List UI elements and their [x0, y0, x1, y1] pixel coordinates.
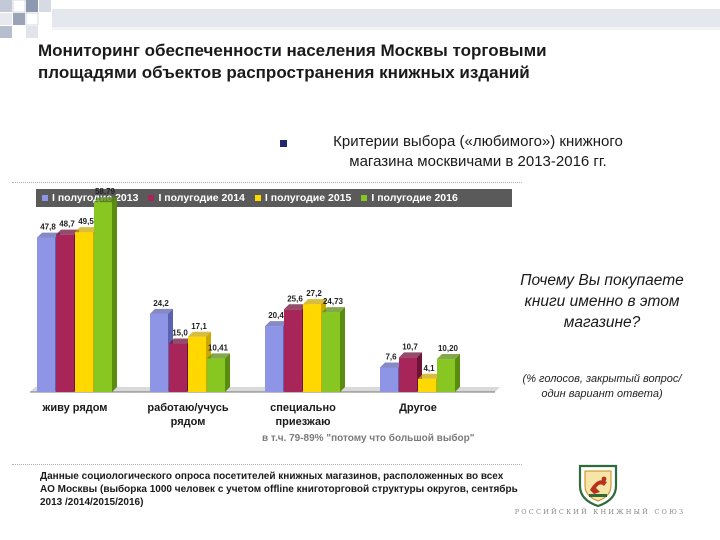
data-label: 20,4 [268, 311, 284, 320]
legend-swatch [42, 195, 48, 201]
bar-top [188, 331, 211, 337]
bar-chart: 47,8 48,7 49,5 58,79 живу рядом 24,2 15,017,1 1… [30, 187, 500, 444]
bar [94, 197, 117, 392]
data-label: 4,1 [423, 364, 435, 373]
bar-top [94, 197, 117, 203]
legend-label: I полугодие 2014 [158, 192, 245, 204]
bar-top [75, 227, 98, 233]
divider-bottom [12, 464, 522, 465]
data-label: 27,2 [306, 289, 322, 298]
bar-front [75, 232, 93, 392]
bar-side [225, 353, 230, 392]
bar-top [37, 232, 60, 238]
legend-item: I полугодие 2014 [148, 192, 245, 204]
bar-side [112, 197, 117, 392]
data-label: 15,0 [172, 329, 188, 338]
bar-front [169, 343, 187, 392]
bar-front [399, 357, 417, 392]
data-label: 49,5 [78, 217, 94, 226]
data-label: 24,2 [153, 299, 169, 308]
category-label: приезжаю [275, 416, 330, 428]
bar-side [455, 354, 460, 392]
logo-caption: РОССИЙСКИЙ КНИЖНЫЙ СОЮЗ [514, 508, 686, 516]
book-union-logo-icon [578, 464, 618, 508]
bar-front [37, 237, 55, 392]
bullet-icon [280, 140, 287, 147]
data-label: 47,8 [40, 223, 56, 232]
bar-front [418, 378, 436, 392]
data-label: 17,1 [191, 322, 207, 331]
bar-top [56, 229, 79, 235]
category-label: работаю/учусь [147, 402, 228, 414]
source-note: Данные социологического опроса посетител… [40, 471, 518, 508]
header-decoration [0, 0, 720, 38]
bar [399, 352, 422, 392]
bar-front [437, 359, 455, 392]
bar-top [303, 299, 326, 305]
bar-top [399, 352, 422, 358]
bar-top [418, 373, 441, 379]
title-line-2: площадями объектов распространения книжн… [38, 63, 530, 82]
bar [322, 307, 345, 392]
title-line-1: Мониторинг обеспеченности населения Моск… [38, 41, 547, 60]
category-label: рядом [171, 416, 206, 428]
bar-front [380, 367, 398, 392]
legend-item: I полугодие 2016 [361, 192, 458, 204]
bar-front [303, 304, 321, 392]
bar-top [207, 353, 230, 359]
chart-annotation: в т.ч. 79-89% "потому что большой выбор" [262, 432, 475, 444]
legend-item: I полугодие 2015 [254, 192, 352, 204]
subtitle-line-1: Критерии выбора («любимого») книжного [333, 133, 623, 150]
data-label: 10,20 [438, 344, 459, 353]
bar-top [284, 304, 307, 310]
bar-front [150, 313, 168, 392]
bar [437, 354, 460, 392]
bar-top [150, 308, 173, 314]
category-label: специально [270, 402, 336, 414]
bar-front [322, 312, 340, 392]
legend-swatch [254, 195, 261, 201]
divider-top [12, 182, 522, 183]
data-label: 7,6 [385, 352, 397, 361]
bar-top [322, 307, 345, 313]
legend-swatch [148, 195, 155, 201]
data-label: 25,6 [287, 294, 303, 303]
bar-front [207, 358, 225, 392]
bar [207, 353, 230, 392]
subtitle-line-2: магазина москвичами в 2013-2016 гг. [349, 153, 607, 170]
bar-top [437, 354, 460, 360]
data-label: 10,7 [402, 342, 418, 351]
data-label: 24,73 [323, 297, 344, 306]
category-label: Другое [399, 402, 437, 414]
legend-label: I полугодие 2015 [264, 192, 352, 204]
bar-side [340, 307, 345, 392]
bar-front [56, 234, 74, 392]
data-label: 10,41 [208, 343, 229, 352]
bar-front [94, 202, 112, 392]
bar-front [265, 326, 283, 392]
bar-front [188, 336, 206, 392]
bar-top [265, 321, 288, 327]
page-title: Мониторинг обеспеченности населения Моск… [38, 40, 698, 84]
bar-front [284, 309, 302, 392]
bar-top [380, 362, 403, 368]
category-label: живу рядом [42, 402, 108, 414]
bar-top [169, 338, 192, 344]
question-text: Почему Вы покупаете книги именно в этом … [520, 272, 684, 331]
question-note: (% голосов, закрытый вопрос/ один вариан… [522, 373, 682, 400]
subtitle: Критерии выбора («любимого») книжного ма… [268, 132, 688, 172]
legend-label: I полугодие 2016 [371, 192, 458, 204]
legend-swatch [361, 195, 368, 201]
data-label: 48,7 [59, 220, 75, 229]
data-label: 58,79 [95, 187, 116, 196]
